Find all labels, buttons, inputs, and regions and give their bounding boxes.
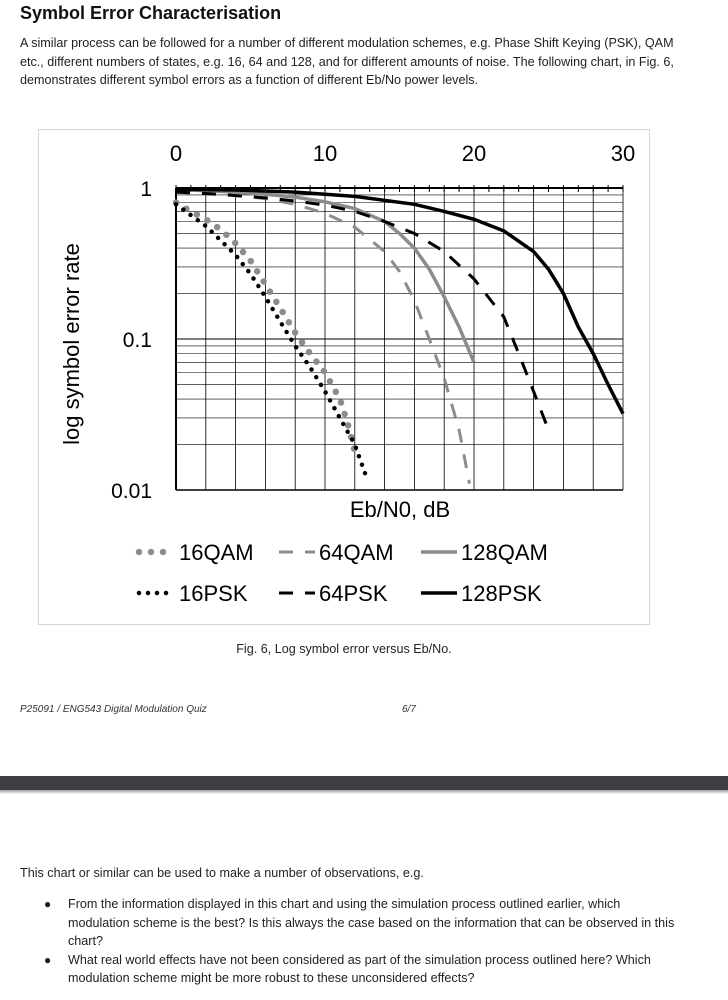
chart-grid	[175, 188, 624, 491]
intro-paragraph: A similar process can be followed for a …	[20, 36, 674, 87]
symbol-error-chart: 0 10 20 30 1 0.1 0.01 Eb/N0, dB log symbol error…	[59, 141, 635, 606]
series-line-16psk	[173, 202, 369, 481]
y-tick-label: 0.1	[123, 329, 152, 352]
observations-list: ● From the information displayed in this…	[20, 895, 680, 988]
list-item-text: From the information displayed in this c…	[68, 897, 675, 948]
legend-label: 64QAM	[319, 540, 394, 565]
legend-item-16psk: 16PSK	[136, 581, 248, 606]
x-axis-title: Eb/N0, dB	[350, 497, 450, 522]
x-tick-label: 0	[170, 141, 182, 166]
series-line-64psk	[175, 190, 550, 431]
chart-axes: 0 10 20 30 1 0.1 0.01 Eb/N0, dB log symbol error…	[59, 141, 635, 522]
legend-item-128qam: 128QAM	[421, 540, 548, 565]
list-item-text: What real world effects have not been co…	[68, 952, 651, 986]
series-line-16qam	[172, 199, 359, 455]
legend-item-64psk: 64PSK	[279, 581, 388, 606]
section-heading: Symbol Error Characterisation	[20, 3, 282, 23]
legend-label: 64PSK	[319, 581, 388, 606]
legend-label: 16QAM	[179, 540, 254, 565]
chart-legend: 16QAM 64QAM 128QAM 16PSK 64PSK 128PSK	[135, 540, 548, 606]
figure-frame: 0 10 20 30 1 0.1 0.01 Eb/N0, dB log symbol error…	[38, 129, 650, 625]
page-break-shadow	[0, 790, 728, 794]
bullet-icon: ●	[44, 897, 52, 911]
y-tick-label: 0.01	[111, 480, 152, 503]
legend-item-128psk: 128PSK	[421, 581, 542, 606]
footer-document-id: P25091 / ENG543 Digital Modulation Quiz	[20, 704, 207, 715]
chart-series	[172, 187, 625, 484]
list-item: ● From the information displayed in this…	[20, 895, 680, 951]
legend-item-16qam: 16QAM	[135, 540, 254, 565]
x-tick-label: 20	[462, 141, 486, 166]
legend-label: 128QAM	[461, 540, 548, 565]
figure-caption: Fig. 6, Log symbol error versus Eb/No.	[236, 642, 452, 656]
footer-page-number: 6/7	[402, 704, 416, 715]
list-item: ● What real world effects have not been …	[20, 951, 680, 988]
x-tick-label: 10	[313, 141, 337, 166]
bullet-icon: ●	[44, 952, 52, 967]
series-line-64qam	[175, 189, 471, 484]
observations-intro: This chart or similar can be used to mak…	[20, 866, 424, 880]
x-tick-label: 30	[611, 141, 635, 166]
page-break-bar	[0, 776, 728, 790]
legend-label: 16PSK	[179, 581, 248, 606]
y-axis-title: log symbol error rate	[59, 243, 84, 445]
legend-label: 128PSK	[461, 581, 542, 606]
series-line-128psk	[175, 187, 625, 415]
y-tick-label: 1	[140, 178, 152, 201]
legend-item-64qam: 64QAM	[279, 540, 394, 565]
